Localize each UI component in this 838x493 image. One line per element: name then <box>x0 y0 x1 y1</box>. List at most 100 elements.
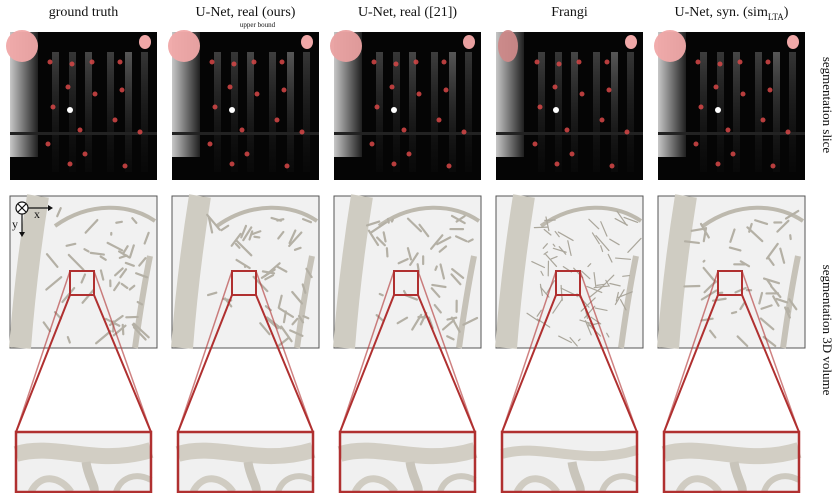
streak <box>755 52 762 172</box>
title-subscript: LTA <box>768 12 784 22</box>
label-blob <box>330 30 362 62</box>
label-blob <box>625 35 637 49</box>
column-title: ground truth <box>49 5 119 20</box>
axis-label: y <box>12 217 18 231</box>
vessel-label <box>716 162 721 167</box>
vessel-label <box>46 142 51 147</box>
vessel-label <box>118 60 123 65</box>
vessel-label <box>390 85 395 90</box>
vessel-label <box>275 118 280 123</box>
noise-band <box>172 132 319 135</box>
vessel-label <box>625 130 630 135</box>
bright-spot <box>553 107 559 113</box>
vessel-label <box>768 88 773 93</box>
zoom-vessel <box>340 450 475 456</box>
label-blob <box>168 30 200 62</box>
vessel-label <box>738 60 743 65</box>
vessel-label <box>372 60 377 65</box>
vessel-label <box>726 128 731 133</box>
vessel-label <box>607 88 612 93</box>
vessel-label <box>771 164 776 169</box>
vessel-label <box>610 164 615 169</box>
vessel-label <box>696 60 701 65</box>
vessel-label <box>407 152 412 157</box>
vessel-label <box>51 105 56 110</box>
streak <box>611 52 618 172</box>
vessel-label <box>694 142 699 147</box>
vessel-label <box>766 60 771 65</box>
title-text: ground truth <box>49 5 119 20</box>
vessel-label <box>240 128 245 133</box>
vessel-label <box>210 60 215 65</box>
streak <box>627 52 634 172</box>
streak <box>789 52 796 172</box>
vessel-label <box>48 60 53 65</box>
streak <box>125 52 132 172</box>
streak <box>303 52 310 172</box>
vessel-label <box>70 62 75 67</box>
vessel <box>254 237 259 238</box>
vessel <box>435 267 436 270</box>
vessel-label <box>285 164 290 169</box>
zoom-vessel <box>502 450 637 456</box>
vessel-label <box>123 164 128 169</box>
vessel-label <box>417 92 422 97</box>
page: {"columns": [ {"title": "ground truth"},… <box>0 0 838 493</box>
column-title: U-Net, real (ours) <box>196 5 296 20</box>
vessel <box>732 312 736 313</box>
vessel-label <box>741 92 746 97</box>
vessel-label <box>68 162 73 167</box>
streak <box>700 52 707 172</box>
vessel-label <box>553 85 558 90</box>
streak <box>107 52 114 172</box>
vessel-label <box>93 92 98 97</box>
vessel-label <box>761 118 766 123</box>
vessel-label <box>375 105 380 110</box>
vessel-label <box>555 162 560 167</box>
vessel-label <box>213 105 218 110</box>
streak <box>269 52 276 172</box>
row-label: segmentation slice <box>820 57 835 154</box>
zoom-vessel <box>664 450 799 456</box>
axis-label: x <box>34 207 40 221</box>
vessel-label <box>232 62 237 67</box>
vessel-label <box>113 118 118 123</box>
vessel-label <box>414 60 419 65</box>
streak <box>52 52 59 172</box>
zoom-vessel <box>178 450 313 456</box>
title-text: U-Net, real (ours) <box>196 5 296 20</box>
row-label: segmentation 3D volume <box>820 265 835 396</box>
title-text: Frangi <box>551 5 588 20</box>
vessel-label <box>570 152 575 157</box>
vessel <box>704 261 705 262</box>
title-note: upper bound <box>240 21 276 29</box>
vessel-label <box>565 128 570 133</box>
vessel-label <box>245 152 250 157</box>
figure: segmentation slice segmentation 3D volum… <box>0 0 838 493</box>
vessel-label <box>402 128 407 133</box>
vessel-label <box>786 130 791 135</box>
vessel <box>392 220 393 222</box>
vessel-label <box>370 142 375 147</box>
streak <box>538 52 545 172</box>
label-blob <box>301 35 313 49</box>
vessel-label <box>252 60 257 65</box>
label-blob <box>139 35 151 49</box>
title-end: ) <box>784 5 789 20</box>
noise-band <box>10 132 157 135</box>
vessel-label <box>580 92 585 97</box>
vessel-label <box>557 62 562 67</box>
vessel-label <box>255 92 260 97</box>
vessel-label <box>138 130 143 135</box>
vessel-label <box>90 60 95 65</box>
streak <box>449 52 456 172</box>
streak <box>141 52 148 172</box>
column-title: U-Net, syn. (simLTA) <box>675 5 789 22</box>
vessel <box>388 219 389 223</box>
vessel-label <box>66 85 71 90</box>
column-title: Frangi <box>551 5 588 20</box>
vessel-label <box>444 88 449 93</box>
vessel-label <box>718 62 723 67</box>
label-blob <box>463 35 475 49</box>
vessel-label <box>280 60 285 65</box>
